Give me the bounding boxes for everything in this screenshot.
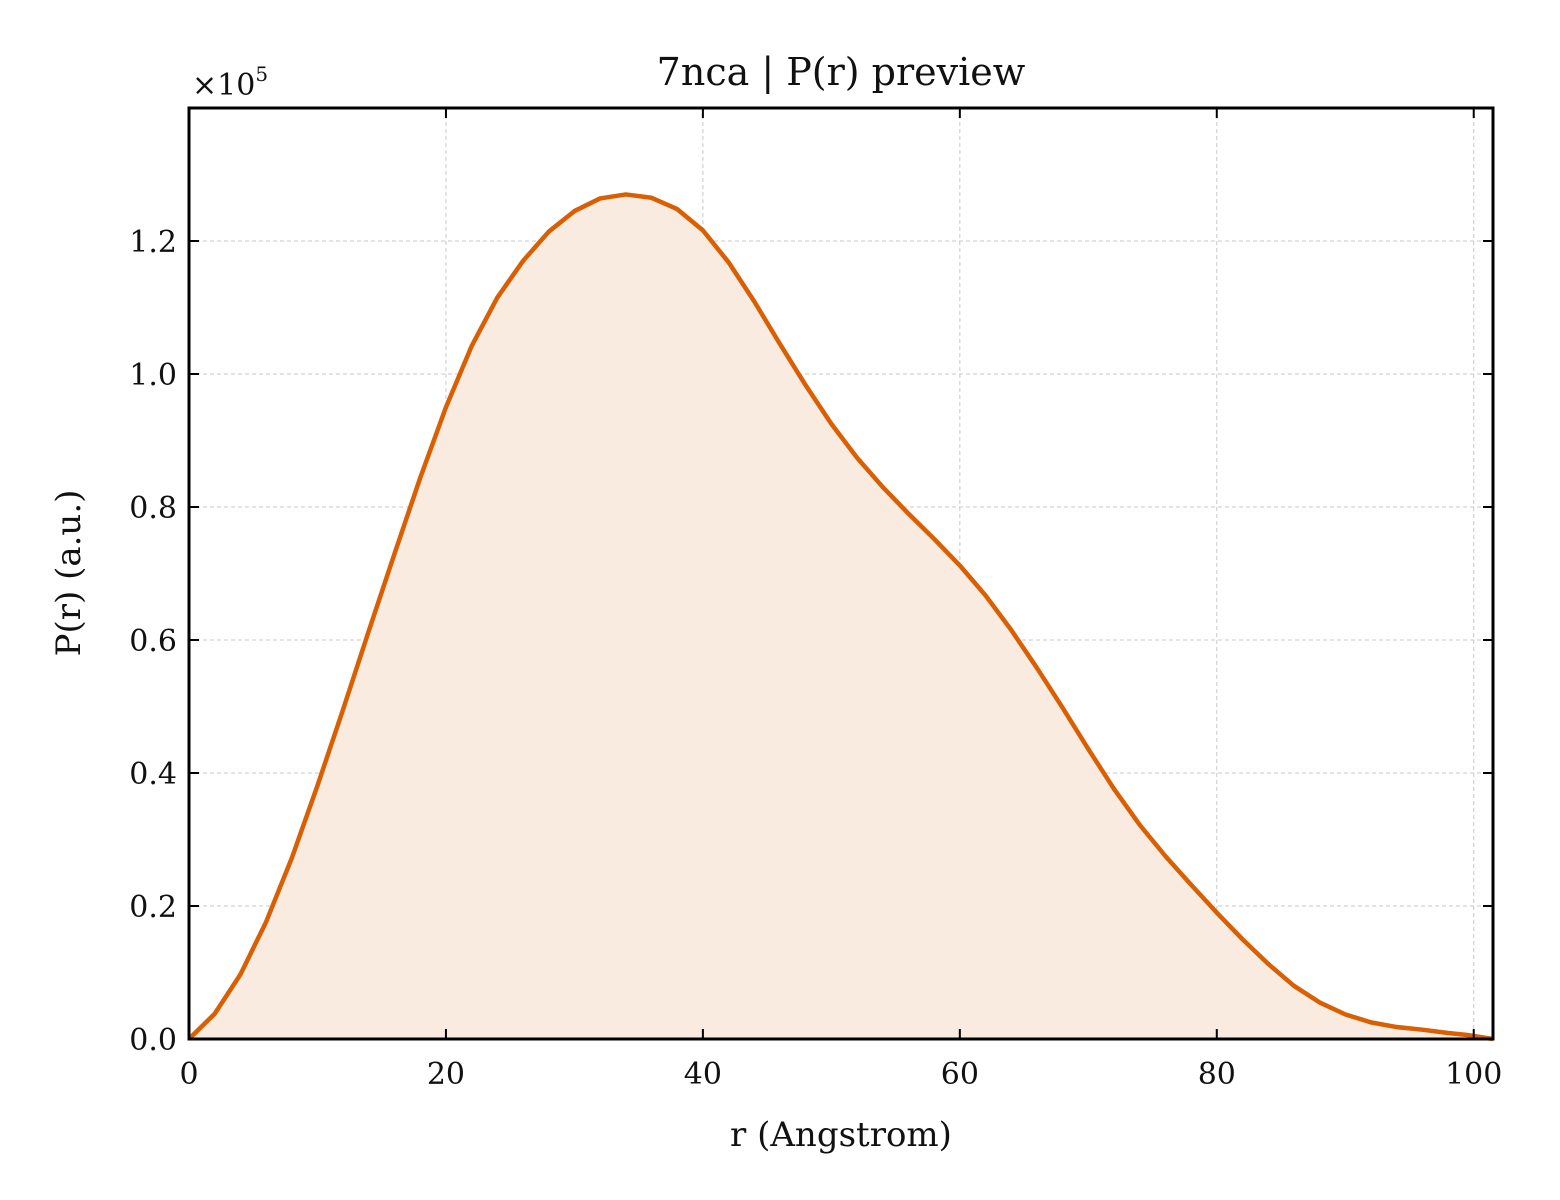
y-axis-ticks: 0.0 0.2 0.4 0.6 0.8 1.0 1.2	[129, 225, 1493, 1058]
chart-title: 7nca | P(r) preview	[657, 50, 1026, 94]
y-tick-label: 0.8	[129, 491, 177, 526]
x-tick-label: 100	[1445, 1057, 1502, 1092]
plot-frame	[187, 106, 1495, 1041]
x-tick-label: 80	[1198, 1057, 1236, 1092]
y-tick-label: 0.2	[129, 890, 177, 925]
y-tick-label: 1.0	[129, 358, 177, 393]
x-tick-label: 20	[427, 1057, 465, 1092]
y-tick-label: 1.2	[129, 225, 177, 260]
y-axis-label: P(r) (a.u.)	[49, 490, 89, 657]
pr-area-fill	[189, 194, 1493, 1039]
x-axis-label: r (Angstrom)	[730, 1115, 952, 1155]
x-tick-label: 60	[941, 1057, 979, 1092]
y-multiplier-base: ×10	[192, 68, 255, 103]
y-multiplier: ×105	[192, 62, 268, 103]
x-tick-label: 0	[179, 1057, 198, 1092]
y-tick-label: 0.4	[129, 757, 177, 792]
y-tick-label: 0.0	[129, 1023, 177, 1058]
y-tick-label: 0.6	[129, 624, 177, 659]
x-tick-label: 40	[684, 1057, 722, 1092]
pr-series-line	[187, 192, 1494, 1042]
y-multiplier-exponent: 5	[255, 62, 268, 86]
